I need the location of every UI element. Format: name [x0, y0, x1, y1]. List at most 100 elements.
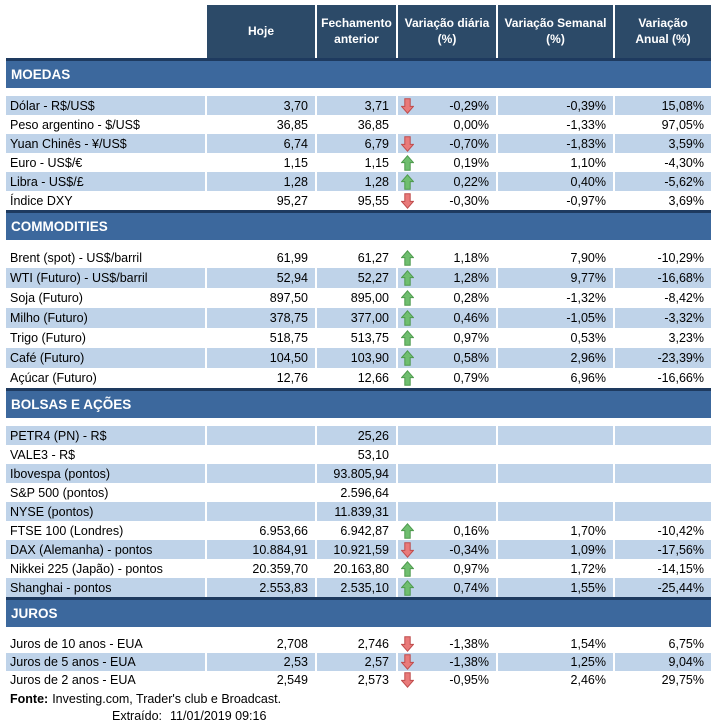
- table-row: S&P 500 (pontos) 2.596,64: [6, 483, 711, 502]
- cell-hoje-value: 1,28: [283, 174, 308, 189]
- cell-fechamento-value: 6,79: [364, 136, 389, 151]
- cell-fechamento: 377,00: [317, 308, 398, 328]
- cell-fechamento-value: 10.921,59: [333, 542, 389, 557]
- cell-var-semanal-value: 0,53%: [570, 331, 606, 345]
- cell-var-anual-value: 15,08%: [661, 98, 704, 113]
- cell-var-anual: 15,08%: [615, 96, 711, 115]
- arrow-up-icon: [400, 370, 415, 386]
- cell-var-anual: -17,56%: [615, 540, 711, 559]
- table-row: DAX (Alemanha) - pontos 10.884,91 10.921,5…: [6, 540, 711, 559]
- cell-hoje: [207, 426, 317, 445]
- cell-var-anual: [615, 483, 711, 502]
- extracted-label: Extraído:: [112, 709, 163, 723]
- table-row: Açúcar (Futuro) 12,76 12,66 0,79% 6,96% -16,6…: [6, 368, 711, 388]
- cell-var-anual: -23,39%: [615, 348, 711, 368]
- cell-var-diaria-value: -0,70%: [449, 136, 489, 151]
- cell-var-semanal: 1,10%: [498, 153, 615, 172]
- cell-hoje: 2,549: [207, 671, 317, 689]
- cell-fechamento: 12,66: [317, 368, 398, 388]
- row-label-value: S&P 500 (pontos): [10, 485, 109, 500]
- col-header-var-semanal: Variação Semanal (%): [498, 5, 615, 58]
- cell-fechamento: 61,27: [317, 248, 398, 268]
- cell-var-diaria-value: 0,16%: [453, 523, 489, 538]
- cell-var-diaria: 0,00%: [398, 115, 498, 134]
- cell-fechamento-value: 2.596,64: [340, 485, 389, 500]
- cell-var-diaria: 0,58%: [398, 348, 498, 368]
- arrow-down-icon: [400, 541, 415, 558]
- section-juros: JUROS Juros de 10 anos - EUA 2,708 2,746 -1,…: [6, 597, 711, 689]
- row-label-value: Trigo (Futuro): [10, 331, 86, 345]
- table-row: Yuan Chinês - ¥/US$ 6,74 6,79 -0,70% -1,83% 3…: [6, 134, 711, 153]
- cell-hoje: [207, 483, 317, 502]
- section-commodities: COMMODITIES Brent (spot) - US$/barril 61,9…: [6, 210, 711, 388]
- cell-var-semanal: 1,25%: [498, 653, 615, 671]
- cell-fechamento-value: 61,27: [357, 251, 389, 265]
- cell-fechamento-value: 895,00: [350, 291, 389, 305]
- row-label: Dólar - R$/US$: [6, 96, 207, 115]
- row-label: Juros de 2 anos - EUA: [6, 671, 207, 689]
- cell-fechamento-value: 1,15: [364, 155, 389, 170]
- cell-var-semanal: -0,97%: [498, 191, 615, 210]
- cell-hoje: 12,76: [207, 368, 317, 388]
- arrow-down-icon: [400, 636, 415, 652]
- cell-var-anual: -16,68%: [615, 268, 711, 288]
- arrow-up-icon: [400, 154, 415, 171]
- cell-var-diaria: [398, 483, 498, 502]
- row-label: Açúcar (Futuro): [6, 368, 207, 388]
- cell-var-anual-value: -17,56%: [657, 542, 704, 557]
- cell-hoje: 6,74: [207, 134, 317, 153]
- cell-var-diaria-value: 1,18%: [453, 251, 489, 265]
- column-header-row: Hoje Fechamento anterior Variação diária…: [6, 5, 711, 58]
- row-label-value: Nikkei 225 (Japão) - pontos: [10, 561, 163, 576]
- cell-var-semanal-value: -1,05%: [566, 311, 606, 325]
- cell-var-diaria-value: 1,28%: [453, 271, 489, 285]
- cell-fechamento: 52,27: [317, 268, 398, 288]
- cell-var-anual-value: -3,32%: [664, 311, 704, 325]
- cell-fechamento: 95,55: [317, 191, 398, 210]
- cell-var-diaria: -0,34%: [398, 540, 498, 559]
- cell-var-anual-value: 3,69%: [668, 193, 704, 208]
- row-label-value: WTI (Futuro) - US$/barril: [10, 271, 148, 285]
- cell-var-semanal: -1,33%: [498, 115, 615, 134]
- cell-fechamento: 2.535,10: [317, 578, 398, 597]
- cell-hoje-value: 2,53: [283, 655, 308, 669]
- section-moedas: MOEDAS Dólar - R$/US$ 3,70 3,71 -0,29% -0,39%…: [6, 58, 711, 210]
- row-label-value: VALE3 - R$: [10, 447, 76, 462]
- cell-fechamento: 11.839,31: [317, 502, 398, 521]
- cell-var-semanal: 1,09%: [498, 540, 615, 559]
- cell-hoje-value: 52,94: [276, 271, 308, 285]
- table-row: Juros de 10 anos - EUA 2,708 2,746 -1,38% 1,…: [6, 635, 711, 653]
- row-label: Libra - US$/£: [6, 172, 207, 191]
- section-rows: Dólar - R$/US$ 3,70 3,71 -0,29% -0,39% 15,08%…: [6, 96, 711, 210]
- cell-var-diaria: 0,28%: [398, 288, 498, 308]
- source-text: Investing.com, Trader's club e Broadcast…: [52, 692, 282, 706]
- cell-var-diaria: 0,97%: [398, 559, 498, 578]
- cell-hoje: 378,75: [207, 308, 317, 328]
- cell-var-diaria-value: -0,34%: [449, 542, 489, 557]
- cell-var-anual: -14,15%: [615, 559, 711, 578]
- cell-hoje: 1,15: [207, 153, 317, 172]
- cell-fechamento: 10.921,59: [317, 540, 398, 559]
- cell-var-semanal: 1,54%: [498, 635, 615, 653]
- cell-hoje-value: 6,74: [283, 136, 308, 151]
- cell-hoje-value: 95,27: [276, 193, 308, 208]
- cell-var-semanal: 2,96%: [498, 348, 615, 368]
- cell-var-diaria-value: -1,38%: [449, 637, 489, 651]
- cell-var-semanal-value: 2,96%: [570, 351, 606, 365]
- row-label-value: Yuan Chinês - ¥/US$: [10, 136, 127, 151]
- cell-fechamento: 6,79: [317, 134, 398, 153]
- row-label-value: Juros de 5 anos - EUA: [10, 655, 136, 669]
- cell-hoje: [207, 445, 317, 464]
- cell-var-diaria: 0,46%: [398, 308, 498, 328]
- cell-fechamento: 2,746: [317, 635, 398, 653]
- source-label: Fonte:: [10, 692, 49, 706]
- row-label: Ibovespa (pontos): [6, 464, 207, 483]
- section-rows: Juros de 10 anos - EUA 2,708 2,746 -1,38% 1,…: [6, 635, 711, 689]
- cell-fechamento-value: 11.839,31: [334, 504, 389, 519]
- cell-fechamento: 2,57: [317, 653, 398, 671]
- cell-hoje: 2,53: [207, 653, 317, 671]
- cell-var-semanal: [498, 464, 615, 483]
- cell-fechamento-value: 3,71: [364, 98, 389, 113]
- cell-var-anual: -16,66%: [615, 368, 711, 388]
- section-title: MOEDAS: [11, 67, 71, 82]
